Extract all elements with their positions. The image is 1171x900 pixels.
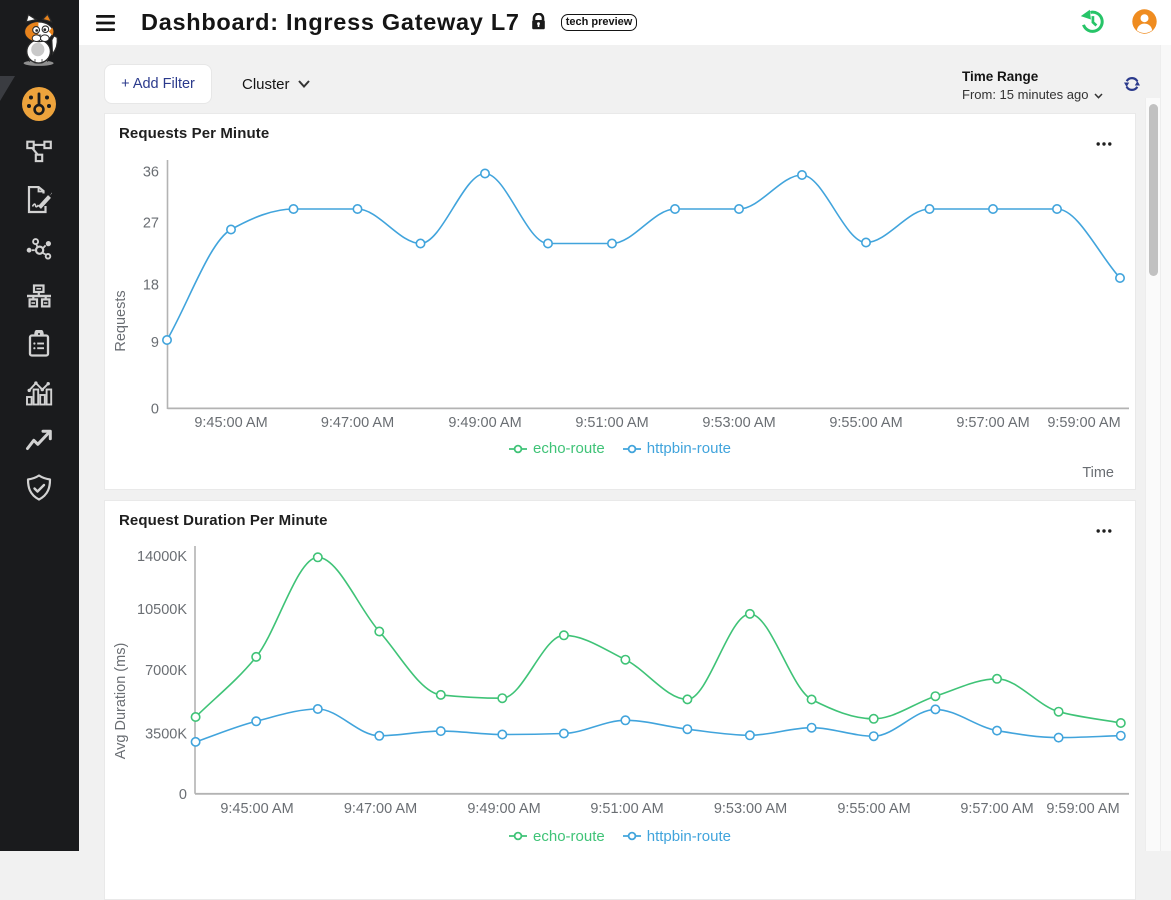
svg-text:9:55:00 AM: 9:55:00 AM	[829, 415, 902, 431]
svg-text:9:57:00 AM: 9:57:00 AM	[960, 801, 1033, 817]
svg-text:3500K: 3500K	[145, 726, 187, 742]
svg-text:7000K: 7000K	[145, 663, 187, 679]
svg-text:18: 18	[143, 278, 159, 294]
svg-text:9:49:00 AM: 9:49:00 AM	[448, 415, 521, 431]
svg-text:9:53:00 AM: 9:53:00 AM	[714, 801, 787, 817]
svg-text:9:59:00 AM: 9:59:00 AM	[1046, 801, 1119, 817]
svg-text:9:51:00 AM: 9:51:00 AM	[590, 801, 663, 817]
svg-text:0: 0	[179, 786, 187, 802]
svg-text:9: 9	[151, 335, 159, 351]
svg-text:Avg Duration (ms): Avg Duration (ms)	[113, 642, 129, 759]
svg-text:Requests: Requests	[113, 290, 129, 351]
svg-text:14000K: 14000K	[137, 549, 187, 565]
svg-text:10500K: 10500K	[137, 601, 187, 617]
svg-text:9:51:00 AM: 9:51:00 AM	[575, 415, 648, 431]
svg-text:9:55:00 AM: 9:55:00 AM	[837, 801, 910, 817]
svg-text:9:45:00 AM: 9:45:00 AM	[194, 415, 267, 431]
svg-text:9:57:00 AM: 9:57:00 AM	[956, 415, 1029, 431]
svg-text:36: 36	[143, 165, 159, 181]
svg-text:9:49:00 AM: 9:49:00 AM	[467, 801, 540, 817]
svg-text:9:47:00 AM: 9:47:00 AM	[321, 415, 394, 431]
svg-text:9:45:00 AM: 9:45:00 AM	[220, 801, 293, 817]
svg-text:9:53:00 AM: 9:53:00 AM	[702, 415, 775, 431]
svg-text:27: 27	[143, 215, 159, 231]
svg-text:0: 0	[151, 401, 159, 417]
svg-text:9:59:00 AM: 9:59:00 AM	[1047, 415, 1120, 431]
svg-text:9:47:00 AM: 9:47:00 AM	[344, 801, 417, 817]
